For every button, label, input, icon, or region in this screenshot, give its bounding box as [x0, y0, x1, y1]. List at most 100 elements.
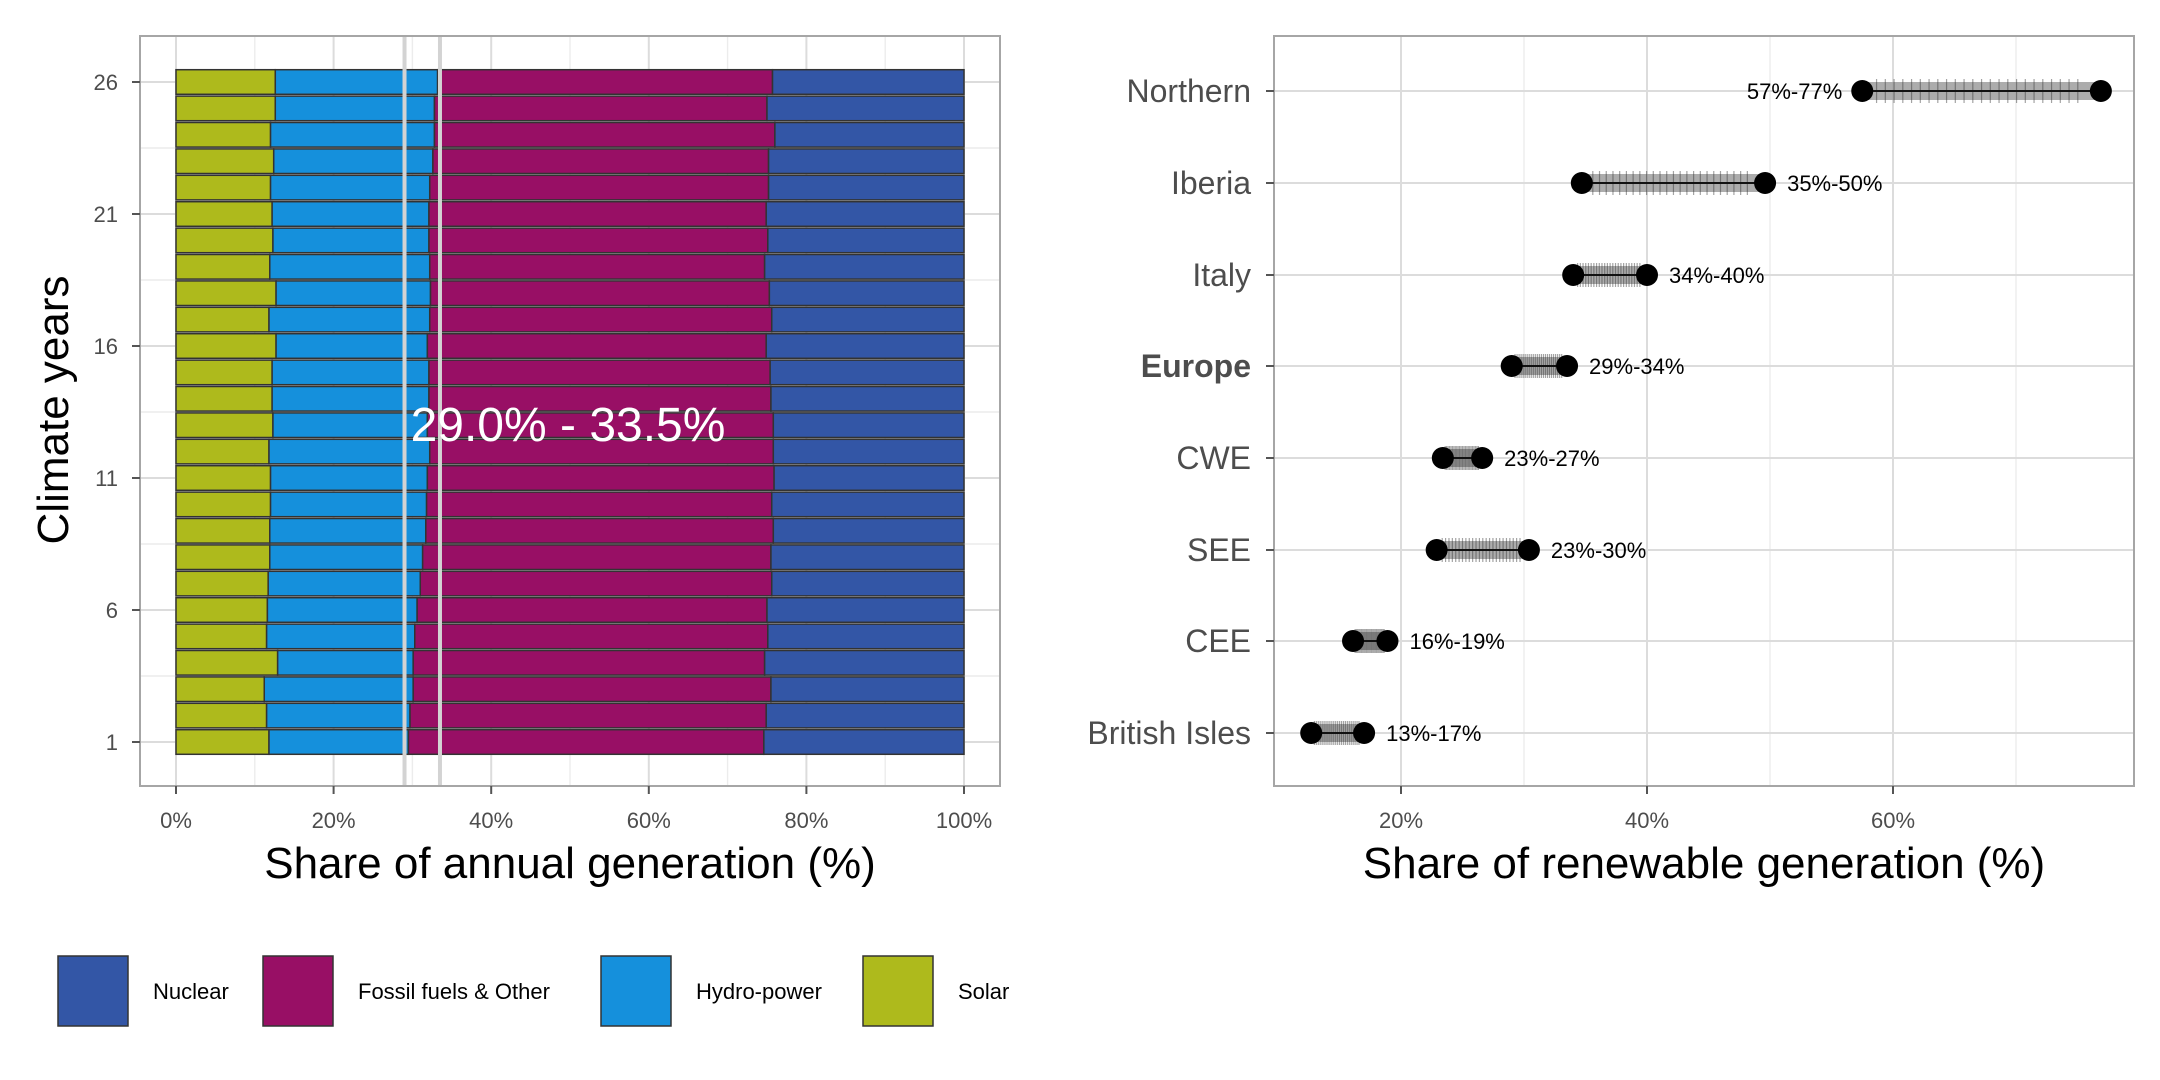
bar-segment-fossil-fuels-other-year-9 [425, 517, 775, 544]
x-tick-label: 60% [627, 808, 671, 833]
bar-segment-fossil-fuels-other-year-5 [414, 623, 769, 650]
bar-segment-hydro-power-year-7 [267, 570, 422, 597]
y-tick-label: 1 [106, 730, 118, 755]
bar-segment-hydro-power-year-11 [269, 464, 429, 492]
range-label-italy: 34%-40% [1669, 263, 1764, 288]
max-point-iberia [1754, 172, 1777, 194]
left-x-axis-title: Share of annual generation (%) [264, 839, 876, 888]
bar-segment-nuclear-year-14 [770, 385, 965, 412]
bar-segment-nuclear-year-20 [767, 227, 965, 254]
category-label-iberia: Iberia [1171, 165, 1251, 201]
bar-segment-nuclear-year-19 [763, 253, 965, 280]
bar-segment-fossil-fuels-other-year-24 [433, 121, 776, 148]
bar-segment-nuclear-year-4 [763, 649, 965, 676]
bar-segment-solar-year-7 [175, 570, 269, 597]
left-x-tick-labels: 0% 20% 40% 60% 80% 100% [160, 786, 992, 833]
min-point-iberia [1570, 172, 1593, 194]
bar-segment-solar-year-2 [175, 702, 268, 729]
max-point-see [1517, 539, 1540, 561]
range-label-iberia: 35%-50% [1787, 171, 1882, 196]
y-tick-label: 21 [94, 202, 118, 227]
bar-segment-hydro-power-year-24 [269, 121, 436, 148]
max-point-italy [1636, 264, 1658, 286]
bar-segment-solar-year-16 [175, 332, 277, 360]
max-point-cee [1376, 630, 1399, 652]
bar-segment-nuclear-year-5 [767, 623, 965, 650]
bar-segment-nuclear-year-6 [766, 596, 965, 624]
x-tick-label: 100% [936, 808, 992, 833]
bar-segment-fossil-fuels-other-year-7 [419, 570, 773, 597]
region-labels: Northern Iberia Italy Europe CWE SEE CEE Britis… [1087, 73, 1274, 751]
min-point-see [1425, 539, 1448, 561]
bar-segment-nuclear-year-1 [763, 728, 965, 756]
bar-segment-fossil-fuels-other-year-17 [428, 306, 773, 333]
max-point-cwe [1471, 447, 1494, 469]
category-label-northern: Northern [1127, 73, 1252, 109]
bar-segment-fossil-fuels-other-year-25 [433, 95, 768, 122]
y-tick-label: 26 [94, 70, 118, 95]
range-label-cwe: 23%-27% [1504, 446, 1599, 471]
right-chart-panel: 57%-77% 35%-50% 34%-40% 29%-34% 23%-27% 23%-3… [1087, 35, 2135, 888]
legend-swatch-hydro-power [600, 955, 672, 1027]
bar-segment-fossil-fuels-other-year-20 [428, 227, 769, 254]
bar-segment-fossil-fuels-other-year-12 [428, 438, 775, 465]
range-label-europe: 29%-34% [1589, 354, 1684, 379]
range-label-british-isles: 13%-17% [1386, 721, 1481, 746]
bar-segment-solar-year-8 [175, 544, 271, 571]
bar-segment-solar-year-5 [175, 623, 268, 650]
bar-segment-nuclear-year-15 [769, 359, 965, 386]
bar-segment-nuclear-year-10 [770, 491, 965, 518]
legend-label-hydro-power: Hydro-power [696, 979, 822, 1004]
min-point-northern [1851, 80, 1874, 102]
bar-segment-solar-year-19 [175, 253, 271, 280]
bar-segment-nuclear-year-13 [772, 412, 965, 439]
bar-segment-fossil-fuels-other-year-6 [416, 596, 768, 624]
bar-segment-fossil-fuels-other-year-14 [428, 385, 772, 412]
bar-segment-hydro-power-year-18 [275, 280, 432, 307]
min-point-italy [1562, 264, 1585, 286]
y-tick-label: 6 [106, 598, 118, 623]
bar-segment-hydro-power-year-4 [276, 649, 414, 676]
bar-segment-solar-year-13 [175, 412, 274, 439]
bar-segment-hydro-power-year-8 [269, 544, 424, 571]
legend-label-solar: Solar [958, 979, 1009, 1004]
bar-segment-nuclear-year-23 [767, 148, 965, 175]
legend: Nuclear Fossil fuels & Other Hydro-power So… [57, 955, 1009, 1027]
bar-segment-fossil-fuels-other-year-23 [432, 148, 770, 175]
bar-segment-solar-year-24 [175, 121, 272, 148]
x-tick-label: 20% [312, 808, 356, 833]
bar-segment-hydro-power-year-6 [266, 596, 418, 624]
min-point-cwe [1431, 447, 1454, 469]
bar-segment-nuclear-year-24 [774, 121, 965, 148]
x-tick-label: 80% [784, 808, 828, 833]
bar-segment-hydro-power-year-16 [275, 332, 429, 360]
right-x-axis-title: Share of renewable generation (%) [1363, 839, 2045, 888]
bar-segment-nuclear-year-11 [773, 464, 965, 492]
bar-segment-fossil-fuels-other-year-18 [429, 280, 771, 307]
category-label-italy: Italy [1192, 257, 1251, 293]
bar-segment-fossil-fuels-other-year-21 [428, 200, 767, 228]
bar-segment-solar-year-11 [175, 464, 272, 492]
bar-segment-solar-year-21 [175, 200, 273, 228]
category-label-cwe: CWE [1176, 440, 1251, 476]
bar-segment-nuclear-year-12 [772, 438, 965, 465]
category-label-see: SEE [1187, 532, 1251, 568]
legend-label-nuclear: Nuclear [153, 979, 229, 1004]
bar-segment-nuclear-year-8 [770, 544, 965, 571]
bar-segment-fossil-fuels-other-year-3 [412, 676, 772, 703]
bar-segment-fossil-fuels-other-year-4 [412, 649, 766, 676]
bar-segment-solar-year-1 [175, 728, 270, 756]
max-point-europe [1556, 355, 1579, 377]
stacked-bars [175, 68, 965, 756]
category-label-europe: Europe [1141, 348, 1251, 384]
range-label-see: 23%-30% [1551, 538, 1646, 563]
bar-segment-hydro-power-year-5 [265, 623, 416, 650]
bar-segment-hydro-power-year-2 [265, 702, 411, 729]
bar-segment-solar-year-4 [175, 649, 279, 676]
bar-segment-hydro-power-year-25 [274, 95, 436, 122]
range-label-northern: 57%-77% [1747, 79, 1842, 104]
bar-segment-fossil-fuels-other-year-11 [426, 464, 775, 492]
bar-segment-fossil-fuels-other-year-2 [409, 702, 767, 729]
